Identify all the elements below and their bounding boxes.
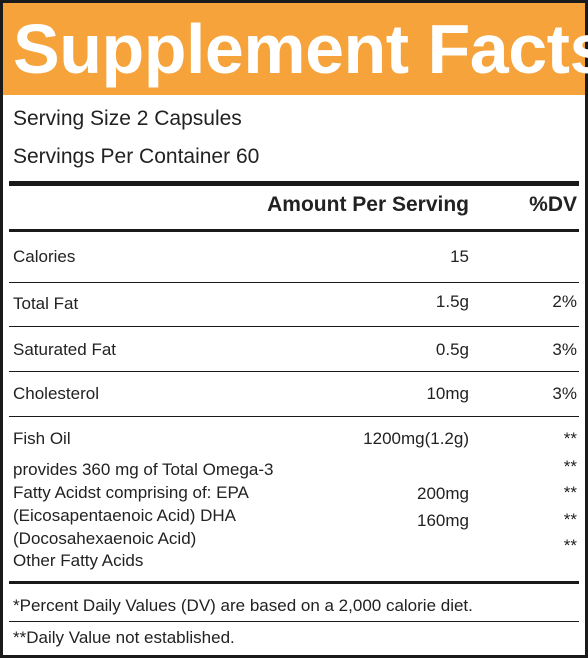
panel-title: Supplement Facts xyxy=(13,10,588,88)
column-header-dv: %DV xyxy=(529,193,577,216)
dha-amount: 160mg xyxy=(417,511,469,530)
row-divider xyxy=(9,326,579,327)
nutrient-dv: 2% xyxy=(552,292,577,311)
fish-oil-detail-dv: ** xyxy=(563,510,577,529)
nutrient-amount: 0.5g xyxy=(435,340,469,359)
nutrient-dv: 3% xyxy=(552,340,577,359)
nutrient-name: Total Fat xyxy=(13,294,79,313)
footnote-not-established: **Daily Value not established. xyxy=(13,628,235,647)
row-divider xyxy=(9,416,579,417)
column-header-amount: Amount Per Serving xyxy=(267,193,469,216)
epa-amount: 200mg xyxy=(417,484,469,503)
footnote-dv: *Percent Daily Values (DV) are based on … xyxy=(13,596,473,615)
row-divider xyxy=(9,282,579,283)
fish-oil-detail-dv: ** xyxy=(563,483,577,502)
fish-oil-detail-line: Fatty Acidst comprising of: EPA xyxy=(13,483,249,502)
fish-oil-detail-line: (Eicosapentaenoic Acid) DHA xyxy=(13,506,237,525)
fish-oil-detail-line: (Docosahexaenoic Acid) xyxy=(13,529,197,548)
nutrient-amount: 1.5g xyxy=(435,292,469,311)
nutrient-amount: 10mg xyxy=(426,384,469,403)
nutrient-amount: 15 xyxy=(450,247,469,266)
serving-size: Serving Size 2 Capsules xyxy=(13,107,242,130)
fish-oil-detail-line: Other Fatty Acids xyxy=(13,551,144,570)
row-divider xyxy=(9,371,579,372)
thick-divider-bottom xyxy=(9,581,579,584)
nutrient-name: Calories xyxy=(13,247,76,266)
fish-oil-dv: ** xyxy=(563,429,577,448)
nutrient-dv: 3% xyxy=(552,384,577,403)
nutrient-name: Cholesterol xyxy=(13,384,99,403)
nutrient-name: Saturated Fat xyxy=(13,340,117,359)
thick-divider-header xyxy=(9,229,579,232)
thick-divider-top xyxy=(9,181,579,186)
header-band: Supplement Facts xyxy=(3,3,588,95)
fish-oil-amount: 1200mg(1.2g) xyxy=(363,429,469,448)
fish-oil-name: Fish Oil xyxy=(13,429,71,448)
fish-oil-detail-dv: ** xyxy=(563,536,577,555)
fish-oil-detail-line: provides 360 mg of Total Omega-3 xyxy=(13,460,274,479)
fish-oil-detail-dv: ** xyxy=(563,457,577,476)
footnote-divider xyxy=(9,621,579,622)
servings-per-container: Servings Per Container 60 xyxy=(13,145,260,168)
